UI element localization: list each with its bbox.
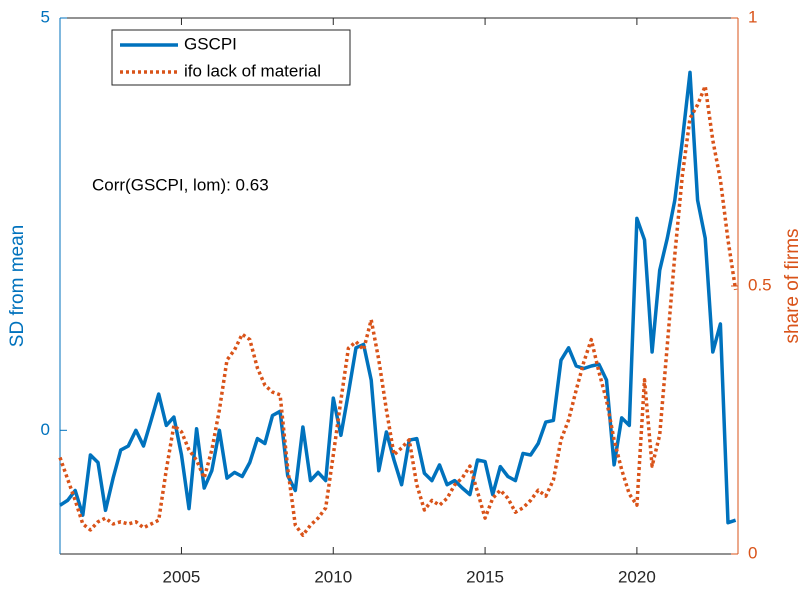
legend-label: ifo lack of material [184,61,321,80]
y-axis-label: SD from mean [7,225,28,347]
y2-tick-label: 0.5 [748,275,772,294]
y-tick-label: 0 [41,420,50,439]
y2-axis-label: share of firms [782,228,803,343]
x-tick-label: 2005 [163,567,201,586]
y2-tick-label: 0 [748,543,757,562]
series-line [58,84,738,537]
y2-tick-label: 1 [748,7,757,26]
legend-label: GSCPI [184,34,237,53]
x-tick-label: 2015 [466,567,504,586]
legend-box [111,29,351,86]
x-tick-label: 2010 [314,567,352,586]
annotation: Corr(GSCPI, lom): 0.63 [92,175,269,194]
x-tick-label: 2020 [618,567,656,586]
series-line [59,70,737,525]
plot-area [60,18,738,554]
y-tick-label: 5 [41,7,50,26]
